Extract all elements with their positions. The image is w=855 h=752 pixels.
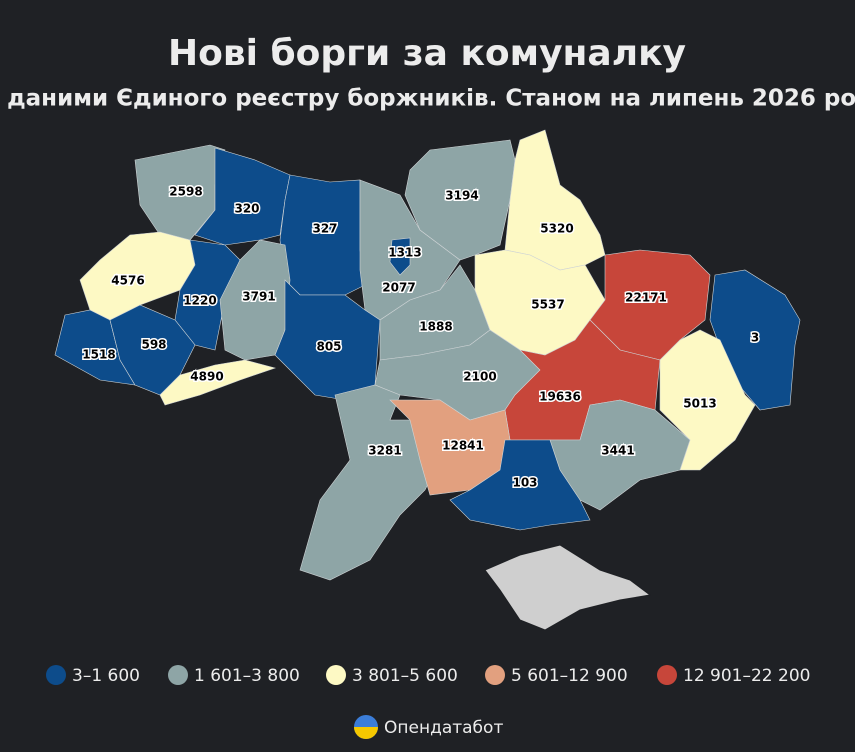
region-value: 4576 (111, 274, 144, 288)
region (449, 439, 591, 531)
region-value: 3194 (445, 189, 478, 203)
region (159, 359, 277, 406)
legend-swatch (657, 665, 677, 685)
region (404, 139, 516, 261)
region-value: 2100 (463, 370, 496, 384)
region (659, 329, 756, 471)
legend-swatch (485, 665, 505, 685)
region-value: 2598 (169, 185, 202, 199)
region-value: 5537 (531, 298, 564, 312)
region-value: 320 (234, 202, 259, 216)
region-value: 103 (512, 476, 537, 490)
region-value: 4890 (190, 370, 223, 384)
region-value: 22171 (625, 291, 667, 305)
legend-label: 3 801–5 600 (352, 666, 458, 686)
region (549, 399, 691, 511)
legend-swatch (168, 665, 188, 685)
region-value: 1888 (419, 320, 452, 334)
legend-swatch (46, 665, 66, 685)
region-value: 3281 (368, 444, 401, 458)
region-value: 19636 (539, 390, 581, 404)
brand-icon-half (354, 727, 378, 739)
legend: 3–1 600 1 601–3 800 3 801–5 600 5 601–12 90… (46, 665, 810, 686)
region-value: 327 (312, 222, 337, 236)
region-value: 598 (141, 338, 166, 352)
region-value: 12841 (442, 439, 484, 453)
region-value: 3441 (601, 444, 634, 458)
region-value: 5013 (683, 397, 716, 411)
region (299, 384, 441, 581)
region-value: 2077 (382, 281, 415, 295)
subtitle: За даними Єдиного реєстру боржників. Ста… (0, 86, 855, 112)
legend-label: 3–1 600 (72, 666, 140, 686)
brand: Опендатабот (384, 718, 503, 738)
legend-label: 12 901–22 200 (683, 666, 810, 686)
region-value: 3791 (242, 290, 275, 304)
region-value: 805 (316, 340, 341, 354)
title: Нові борги за комуналку (168, 33, 686, 74)
legend-label: 5 601–12 900 (511, 666, 628, 686)
map: 2598 320 327 2077 1313 3194 5320 4576 1220 3791 15… (54, 129, 801, 631)
region-value: 1313 (388, 246, 421, 260)
region (389, 237, 411, 276)
region (194, 147, 291, 246)
region-value: 1518 (82, 348, 115, 362)
crimea (484, 544, 652, 631)
legend-swatch (326, 665, 346, 685)
region-value: 3 (751, 331, 759, 345)
region-value: 5320 (540, 222, 573, 236)
legend-label: 1 601–3 800 (194, 666, 300, 686)
region (174, 239, 241, 351)
region-value: 1220 (183, 294, 216, 308)
